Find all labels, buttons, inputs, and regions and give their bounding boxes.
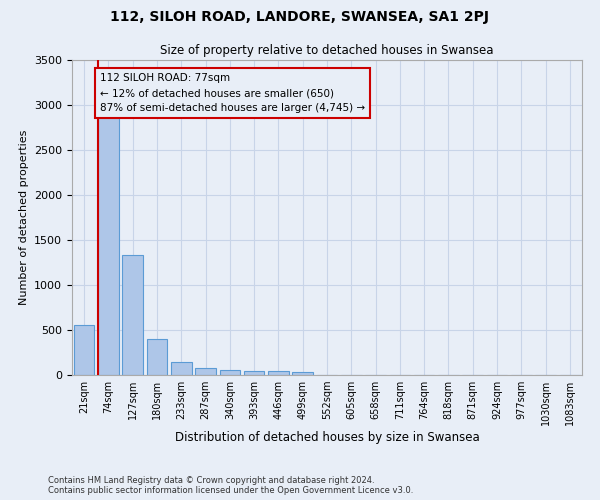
Bar bbox=[171, 362, 191, 375]
Text: Contains HM Land Registry data © Crown copyright and database right 2024.
Contai: Contains HM Land Registry data © Crown c… bbox=[48, 476, 413, 495]
Bar bbox=[220, 370, 240, 375]
Text: 112 SILOH ROAD: 77sqm
← 12% of detached houses are smaller (650)
87% of semi-det: 112 SILOH ROAD: 77sqm ← 12% of detached … bbox=[100, 74, 365, 113]
Bar bbox=[195, 368, 216, 375]
Bar bbox=[146, 339, 167, 375]
X-axis label: Distribution of detached houses by size in Swansea: Distribution of detached houses by size … bbox=[175, 430, 479, 444]
Bar bbox=[122, 256, 143, 375]
Bar bbox=[74, 324, 94, 375]
Bar bbox=[268, 372, 289, 375]
Text: 112, SILOH ROAD, LANDORE, SWANSEA, SA1 2PJ: 112, SILOH ROAD, LANDORE, SWANSEA, SA1 2… bbox=[110, 10, 490, 24]
Bar bbox=[244, 371, 265, 375]
Title: Size of property relative to detached houses in Swansea: Size of property relative to detached ho… bbox=[160, 44, 494, 58]
Bar bbox=[98, 114, 119, 375]
Y-axis label: Number of detached properties: Number of detached properties bbox=[19, 130, 29, 305]
Bar bbox=[292, 372, 313, 375]
